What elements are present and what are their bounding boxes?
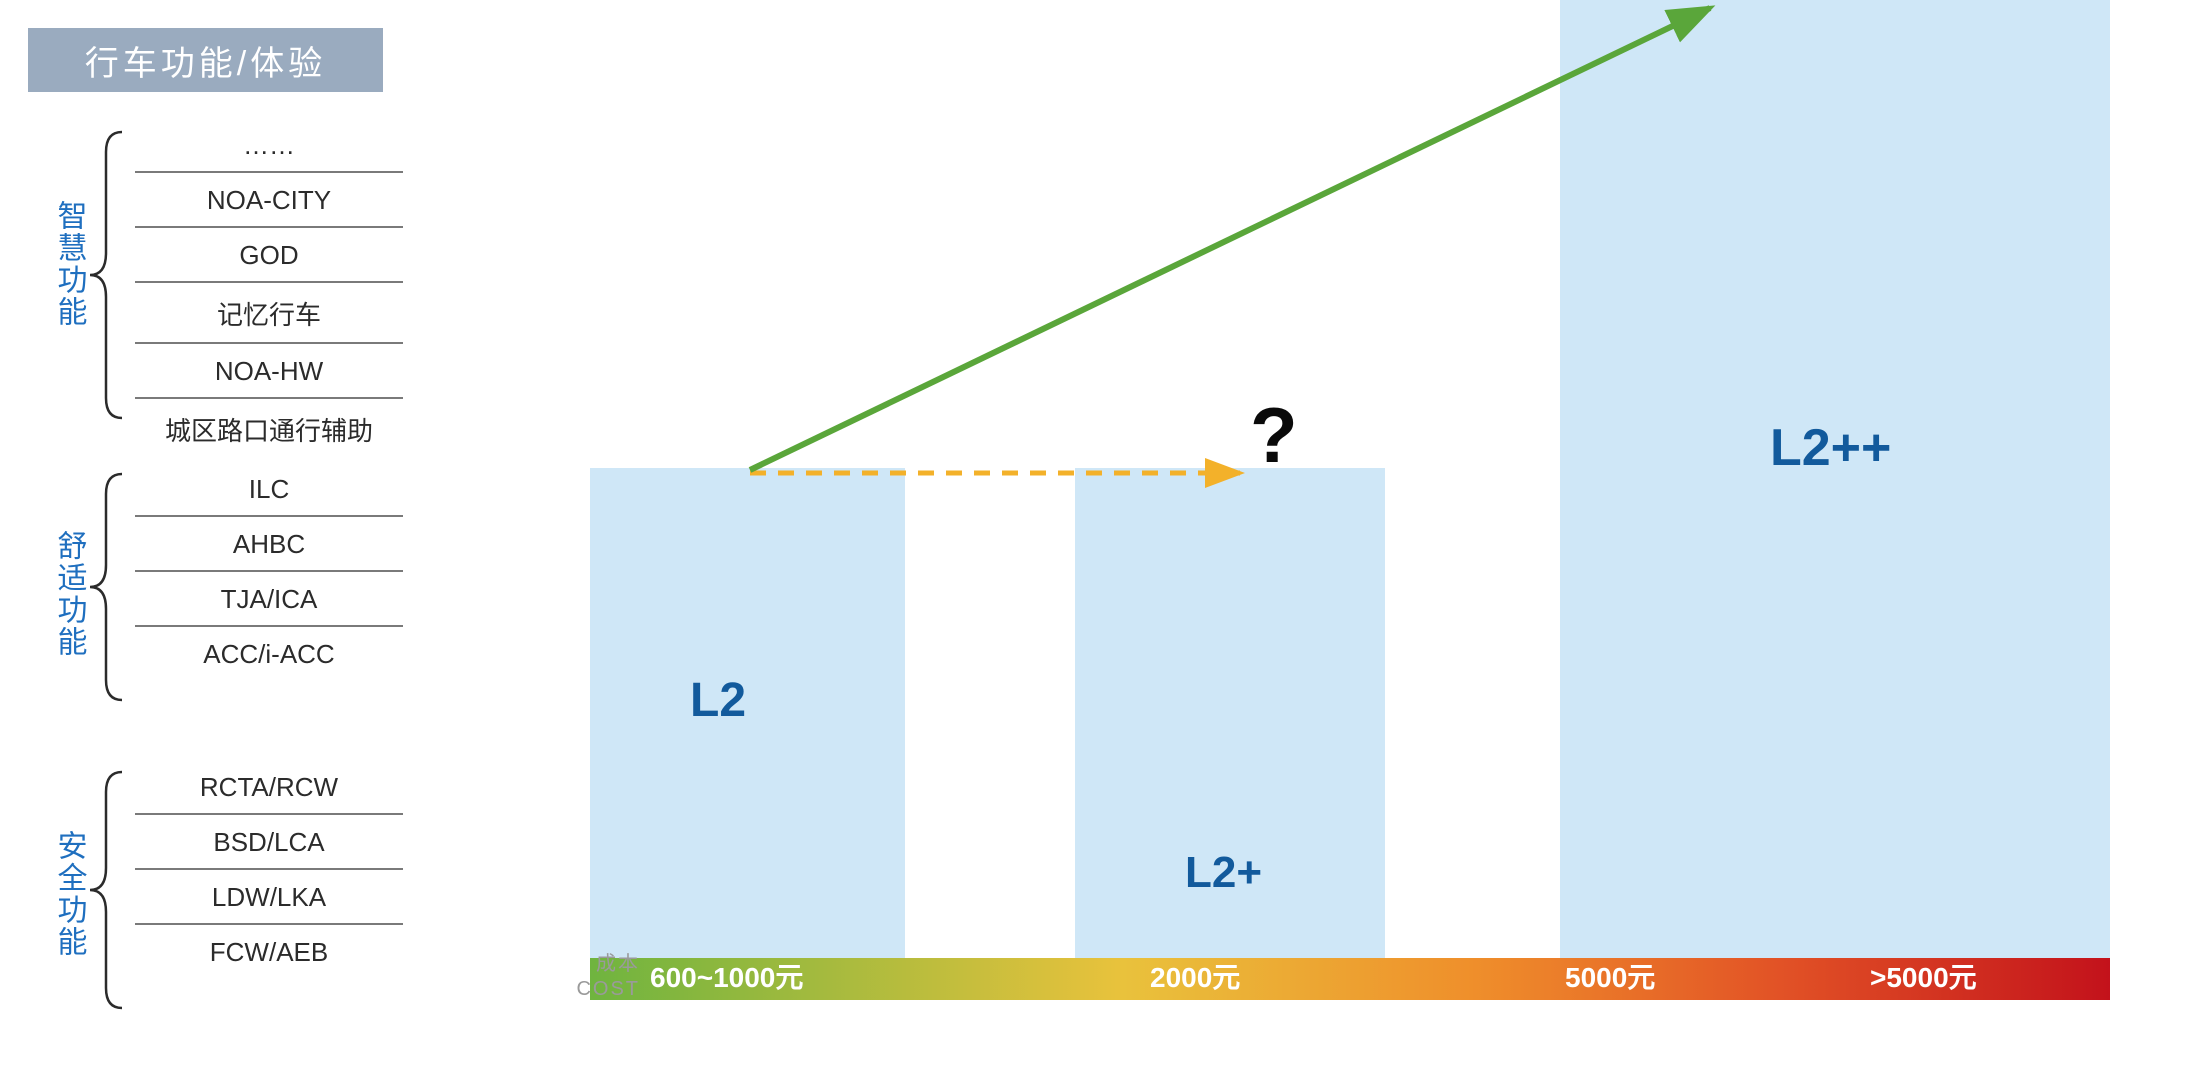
feature-item: NOA-CITY [135, 173, 403, 228]
feature-item: GOD [135, 228, 403, 283]
brace-icon [86, 770, 126, 1010]
cost-tick: >5000元 [1870, 956, 1977, 996]
bar [590, 468, 905, 958]
bar-label: L2++ [1770, 418, 1891, 478]
feature-item: BSD/LCA [135, 815, 403, 870]
bar-label: L2 [690, 673, 746, 728]
feature-item: RCTA/RCW [135, 760, 403, 815]
stage: 行车功能/体验 智慧功能 ……NOA-CITYGOD记忆行车NOA-HW城区路口通… [0, 0, 2200, 1080]
header-text: 行车功能/体验 [85, 36, 326, 85]
feature-item: 记忆行车 [135, 283, 403, 344]
bar-label: L2+ [1185, 848, 1262, 898]
feature-item: TJA/ICA [135, 572, 403, 627]
feature-list: ……NOA-CITYGOD记忆行车NOA-HW城区路口通行辅助 [135, 118, 403, 458]
cost-tick: 2000元 [1150, 956, 1240, 996]
cost-axis-title-en: COST [576, 977, 640, 1002]
header-box: 行车功能/体验 [28, 28, 383, 92]
feature-list: ILCAHBCTJA/ICAACC/i-ACC [135, 462, 403, 680]
category-label: 舒适功能 [48, 530, 89, 658]
category-label: 安全功能 [48, 830, 89, 958]
feature-item: AHBC [135, 517, 403, 572]
feature-item: FCW/AEB [135, 925, 403, 978]
brace-icon [86, 472, 126, 702]
brace-icon [86, 130, 126, 420]
feature-item: …… [135, 118, 403, 173]
feature-item: ILC [135, 462, 403, 517]
question-mark: ? [1250, 390, 1298, 481]
feature-item: LDW/LKA [135, 870, 403, 925]
feature-item: ACC/i-ACC [135, 627, 403, 680]
feature-item: NOA-HW [135, 344, 403, 399]
cost-tick: 5000元 [1565, 956, 1655, 996]
feature-item: 城区路口通行辅助 [135, 399, 403, 458]
cost-axis-title-cn: 成本 [576, 952, 640, 977]
chart-area: L2L2+L2++ ? 600~1000元2000元5000元>5000元 成本… [590, 0, 2170, 1030]
feature-list: RCTA/RCWBSD/LCALDW/LKAFCW/AEB [135, 760, 403, 978]
category-label: 智慧功能 [48, 200, 89, 328]
cost-axis-title: 成本 COST [576, 952, 640, 1002]
bar [1560, 0, 2110, 958]
cost-tick: 600~1000元 [650, 956, 803, 996]
